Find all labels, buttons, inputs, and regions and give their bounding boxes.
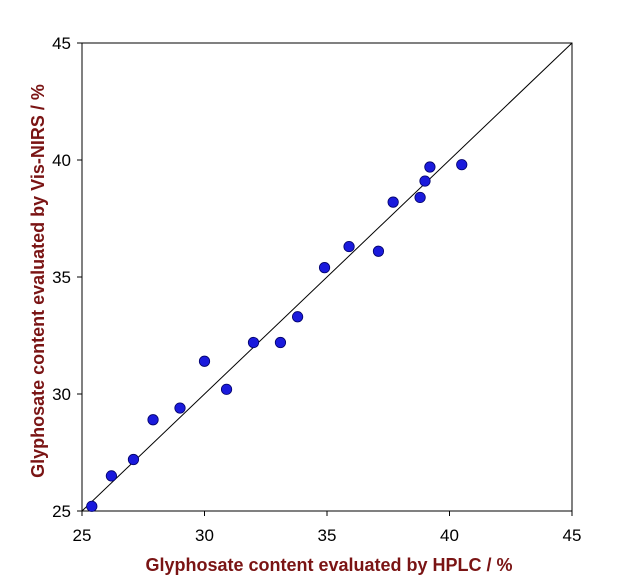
data-point bbox=[247, 336, 260, 349]
data-point bbox=[291, 311, 304, 323]
data-point bbox=[424, 161, 436, 173]
x-axis-title: Glyphosate content evaluated by HPLC / % bbox=[145, 555, 512, 575]
y-tick-label: 25 bbox=[52, 502, 71, 521]
data-point bbox=[343, 240, 355, 253]
x-axis-ticks: 25 30 35 40 45 bbox=[73, 511, 582, 545]
y-tick-label: 30 bbox=[52, 385, 71, 404]
data-point bbox=[318, 262, 331, 274]
x-tick-label: 30 bbox=[195, 526, 214, 545]
y-tick-label: 35 bbox=[52, 268, 71, 287]
x-tick-label: 40 bbox=[440, 526, 459, 545]
data-point bbox=[387, 196, 399, 208]
data-point bbox=[86, 500, 98, 512]
data-point bbox=[198, 355, 211, 367]
x-tick-label: 35 bbox=[318, 526, 337, 545]
data-points bbox=[86, 159, 468, 512]
data-point bbox=[147, 414, 159, 426]
x-tick-label: 25 bbox=[73, 526, 92, 545]
data-point bbox=[372, 245, 385, 257]
data-point bbox=[127, 453, 140, 466]
identity-line bbox=[81, 42, 573, 512]
data-point bbox=[419, 175, 431, 187]
y-axis-ticks: 25 30 35 40 45 bbox=[52, 34, 82, 521]
data-point bbox=[220, 383, 233, 395]
data-point bbox=[105, 470, 118, 482]
y-axis-title: Glyphosate content evaluated by Vis-NIRS… bbox=[28, 84, 48, 478]
data-point bbox=[456, 159, 468, 171]
data-point bbox=[274, 336, 287, 349]
x-tick-label: 45 bbox=[563, 526, 582, 545]
y-tick-label: 45 bbox=[52, 34, 71, 53]
data-point bbox=[174, 402, 186, 414]
y-tick-label: 40 bbox=[52, 151, 71, 170]
data-point bbox=[414, 191, 426, 204]
